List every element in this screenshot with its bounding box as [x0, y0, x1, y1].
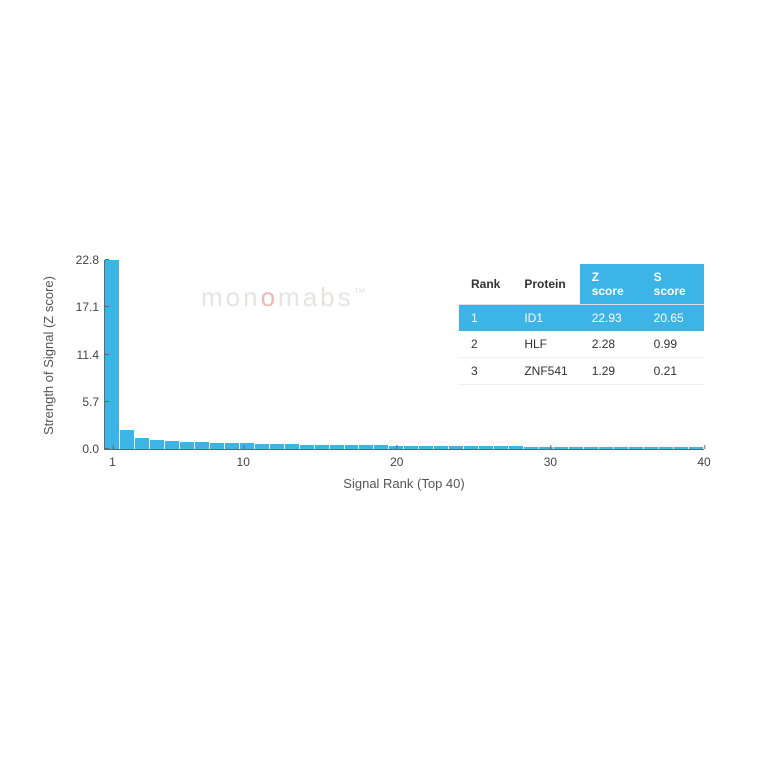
- col-protein: Protein: [512, 264, 579, 305]
- bar: [210, 443, 224, 449]
- x-tick: 40: [697, 449, 710, 469]
- cell-s: 20.65: [642, 305, 704, 332]
- bar: [270, 444, 284, 449]
- y-axis-label: Strength of Signal (Z score): [40, 260, 56, 450]
- bar: [255, 444, 269, 449]
- bar: [674, 447, 688, 449]
- bar: [509, 446, 523, 449]
- cell-rank: 2: [459, 331, 512, 358]
- cell-protein: HLF: [512, 331, 579, 358]
- bar: [404, 446, 418, 449]
- cell-s: 0.99: [642, 331, 704, 358]
- bar: [569, 447, 583, 449]
- bar: [494, 446, 508, 449]
- cell-z: 1.29: [580, 358, 642, 385]
- bar: [195, 442, 209, 449]
- x-tick: 10: [237, 449, 250, 469]
- bar: [315, 445, 329, 449]
- bar: [614, 447, 628, 449]
- x-axis-label: Signal Rank (Top 40): [104, 476, 704, 491]
- col-zscore: Z score: [580, 264, 642, 305]
- cell-protein: ID1: [512, 305, 579, 332]
- y-tick: 17.1: [76, 300, 105, 314]
- y-tick: 11.4: [77, 348, 105, 362]
- cell-z: 22.93: [580, 305, 642, 332]
- x-tick: 1: [109, 449, 116, 469]
- cell-rank: 1: [459, 305, 512, 332]
- bar: [300, 445, 314, 449]
- bar: [479, 446, 493, 449]
- y-tick: 5.7: [82, 395, 105, 409]
- table-row: 3ZNF5411.290.21: [459, 358, 704, 385]
- bar: [644, 447, 658, 449]
- bar: [359, 445, 373, 449]
- cell-z: 2.28: [580, 331, 642, 358]
- cell-protein: ZNF541: [512, 358, 579, 385]
- bar: [449, 446, 463, 449]
- x-tick: 20: [390, 449, 403, 469]
- bar: [150, 440, 164, 449]
- bar: [524, 447, 538, 449]
- bar: [434, 446, 448, 449]
- protein-rank-table: Rank Protein Z score S score 1ID122.9320…: [459, 264, 704, 385]
- bar: [374, 445, 388, 449]
- bar: [629, 447, 643, 449]
- plot-area: monomabs™ Rank Protein Z score S score 1…: [104, 260, 704, 450]
- y-tick: 0.0: [82, 442, 105, 456]
- table-header-row: Rank Protein Z score S score: [459, 264, 704, 305]
- bar: [345, 445, 359, 449]
- bar: [599, 447, 613, 449]
- bar: [180, 442, 194, 449]
- bar: [330, 445, 344, 449]
- bar: [165, 441, 179, 449]
- x-tick: 30: [544, 449, 557, 469]
- bar: [135, 438, 149, 449]
- bar: [105, 260, 119, 449]
- bar: [120, 430, 134, 449]
- bar: [584, 447, 598, 449]
- table-row: 2HLF2.280.99: [459, 331, 704, 358]
- col-rank: Rank: [459, 264, 512, 305]
- col-sscore: S score: [642, 264, 704, 305]
- bar: [419, 446, 433, 449]
- signal-rank-figure: Strength of Signal (Z score) monomabs™ R…: [44, 250, 724, 518]
- bar: [285, 444, 299, 449]
- y-tick: 22.8: [76, 253, 105, 267]
- table-row: 1ID122.9320.65: [459, 305, 704, 332]
- cell-s: 0.21: [642, 358, 704, 385]
- y-axis-label-text: Strength of Signal (Z score): [41, 276, 56, 435]
- cell-rank: 3: [459, 358, 512, 385]
- bar: [659, 447, 673, 449]
- bar: [464, 446, 478, 449]
